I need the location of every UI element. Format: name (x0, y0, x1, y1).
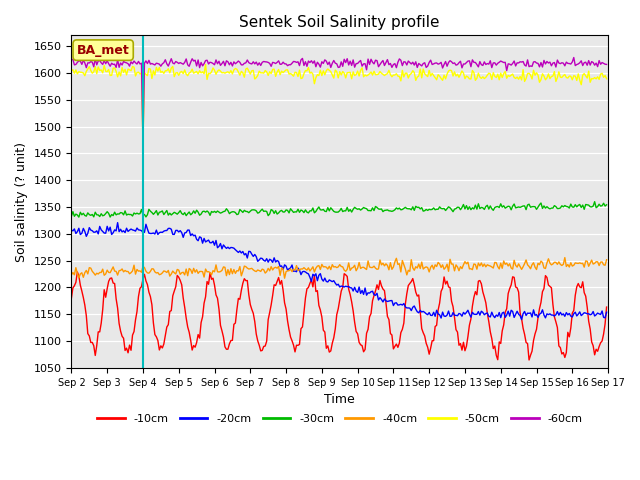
Legend: -10cm, -20cm, -30cm, -40cm, -50cm, -60cm: -10cm, -20cm, -30cm, -40cm, -50cm, -60cm (92, 410, 587, 429)
X-axis label: Time: Time (324, 393, 355, 406)
Title: Sentek Soil Salinity profile: Sentek Soil Salinity profile (239, 15, 440, 30)
Text: BA_met: BA_met (77, 44, 129, 57)
Y-axis label: Soil salinity (? unit): Soil salinity (? unit) (15, 142, 28, 262)
